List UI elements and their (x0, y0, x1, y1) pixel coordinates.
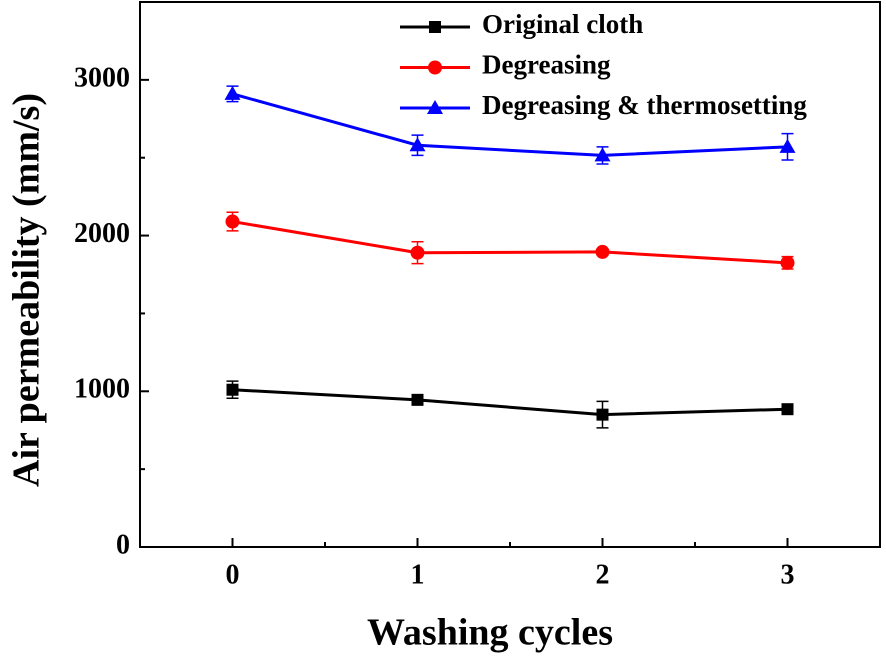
x-tick-label: 2 (596, 559, 610, 590)
series-line (232, 220, 788, 265)
marker (429, 21, 441, 33)
marker (410, 245, 425, 260)
legend-label: Degreasing (482, 50, 611, 80)
marker (411, 393, 424, 406)
marker (225, 214, 240, 229)
marker (427, 100, 443, 114)
y-tick-label: 0 (116, 529, 130, 560)
legend-label: Original cloth (482, 9, 643, 39)
legend-label: Degreasing & thermosetting (482, 90, 807, 120)
marker (409, 137, 426, 152)
x-tick-label: 3 (781, 559, 795, 590)
y-tick-label: 3000 (74, 62, 130, 93)
marker (779, 138, 796, 153)
x-tick-label: 0 (226, 559, 240, 590)
marker (226, 383, 239, 396)
series-line (232, 92, 788, 157)
marker (780, 255, 795, 270)
y-tick-label: 2000 (74, 218, 130, 249)
y-axis-label: Air permeability (mm/s) (6, 93, 48, 487)
marker (595, 244, 610, 259)
marker (224, 85, 241, 100)
x-tick-label: 1 (411, 559, 425, 590)
marker (594, 147, 611, 162)
marker (428, 60, 442, 75)
marker (596, 408, 609, 421)
series-line (232, 388, 788, 417)
y-tick-label: 1000 (74, 374, 130, 405)
plot-frame (139, 1, 881, 548)
marker (781, 403, 794, 416)
x-axis-label: Washing cycles (367, 612, 613, 654)
